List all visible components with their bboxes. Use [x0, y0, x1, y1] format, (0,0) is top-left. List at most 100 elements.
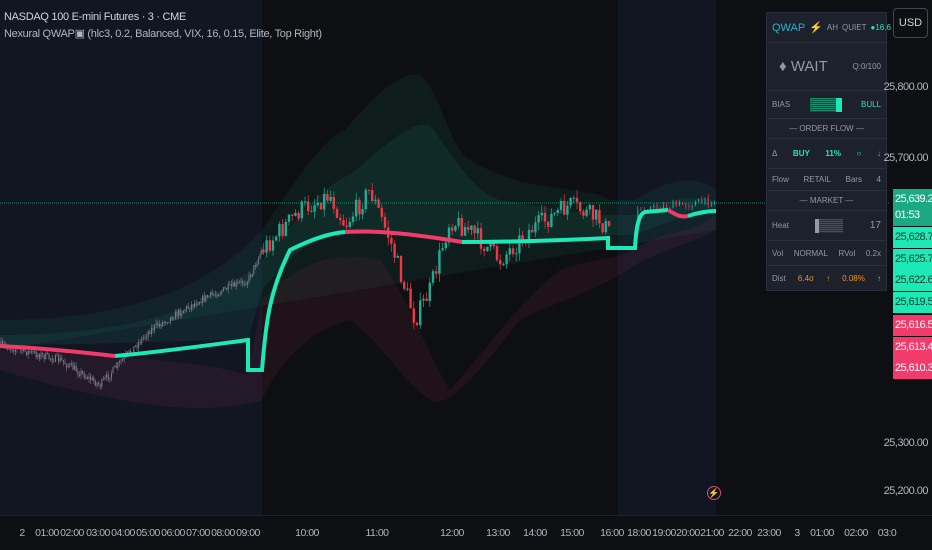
candle-body	[361, 209, 364, 215]
candle-body	[98, 382, 100, 385]
candle-body	[240, 280, 242, 283]
bias-label: BIAS	[772, 100, 791, 109]
candle-body	[348, 221, 351, 227]
candle-body	[50, 358, 52, 360]
candle-body	[390, 237, 393, 244]
candle-body	[96, 382, 98, 386]
candle-body	[406, 288, 409, 290]
candle-body	[235, 282, 237, 287]
candle-body	[640, 209, 642, 211]
candle-body	[704, 197, 706, 203]
candle-body	[374, 199, 377, 202]
signal-label: ♦ WAIT	[779, 58, 828, 75]
price-tick: 25,800.00	[883, 81, 929, 93]
candle-body	[451, 227, 454, 231]
candle-body	[672, 201, 674, 209]
chart-legend: NASDAQ 100 E-mini Futures · 3 · CME Nexu…	[4, 9, 322, 43]
price-chart[interactable]	[0, 0, 890, 515]
candle-body	[332, 196, 335, 209]
candle-body	[653, 205, 655, 208]
candle-body	[115, 365, 117, 369]
candle-body	[112, 366, 114, 374]
candle-body	[8, 348, 10, 350]
lightning-icon[interactable]: ⚡	[707, 486, 721, 500]
currency-button[interactable]: USD	[893, 8, 928, 38]
candle-body	[163, 321, 165, 323]
qwap-line-bear	[0, 344, 116, 358]
candle-body	[150, 327, 152, 335]
candle-body	[431, 271, 435, 283]
time-tick: 2	[19, 527, 25, 539]
candle-body	[303, 201, 307, 203]
candle-body	[197, 304, 199, 306]
candle-body	[181, 313, 183, 316]
candle-body	[275, 236, 278, 241]
candle-body	[511, 248, 515, 255]
bias-value: BULL	[860, 100, 881, 109]
candle-body	[707, 197, 709, 205]
candle-body	[168, 321, 170, 323]
heat-meter	[815, 218, 844, 233]
candle-body	[666, 205, 668, 209]
time-tick: 19:00	[652, 527, 676, 539]
candle-body	[313, 205, 316, 212]
candle-body	[29, 350, 31, 353]
market-header: — MARKET —	[767, 191, 886, 211]
candle-body	[26, 351, 28, 355]
indicator-title[interactable]: Nexural QWAP▣ (hlc3, 0.2, Balanced, VIX,…	[4, 28, 322, 40]
order-flow-title: — ORDER FLOW —	[789, 124, 864, 133]
candle-body	[251, 273, 253, 277]
candle-body	[218, 294, 220, 297]
vol-label: Vol	[772, 248, 784, 258]
candle-body	[93, 377, 95, 382]
candle-body	[160, 323, 162, 327]
symbol-title[interactable]: NASDAQ 100 E-mini Futures · 3 · CME	[4, 11, 187, 23]
score-label: ●16.6	[870, 23, 891, 32]
candle-body	[35, 351, 37, 357]
candle-body	[109, 377, 111, 380]
candle-body	[393, 243, 396, 258]
candle-body	[486, 246, 489, 252]
candle-body	[13, 350, 15, 352]
candle-body	[192, 304, 194, 307]
candle-body	[152, 327, 154, 331]
candle-body	[291, 214, 294, 216]
candle-body	[242, 280, 244, 284]
candle-body	[412, 308, 415, 323]
price-axis[interactable]: 25,800.00 25,700.00 25,300.00 25,200.00	[884, 0, 932, 515]
candle-body	[319, 202, 323, 210]
market-title: — MARKET —	[799, 196, 854, 205]
delta-icon: Δ	[772, 149, 778, 158]
candle-body	[563, 200, 566, 215]
candle-body	[118, 361, 120, 363]
candle-body	[202, 295, 204, 304]
candle-body	[342, 220, 345, 226]
heat-label: Heat	[772, 221, 789, 230]
candle-body	[67, 365, 69, 368]
candle-body	[438, 250, 441, 274]
candle-body	[598, 209, 601, 224]
candle-body	[483, 248, 486, 252]
candle-body	[531, 229, 534, 233]
candle-body	[75, 366, 77, 372]
time-tick: 12:00	[440, 527, 464, 539]
candle-body	[130, 350, 132, 353]
upper-band-inner	[0, 124, 716, 345]
candle-body	[454, 225, 457, 231]
time-tick: 02:00	[60, 527, 84, 539]
candle-body	[138, 342, 140, 348]
candle-body	[479, 228, 483, 249]
time-tick: 15:00	[560, 527, 584, 539]
candle-body	[248, 275, 250, 282]
candle-body	[186, 306, 188, 310]
candle-body	[278, 224, 281, 237]
candle-body	[82, 371, 84, 374]
time-axis[interactable]: 2 01:00 02:00 03:00 04:00 05:00 06:00 07:00 08:0…	[0, 515, 932, 550]
candle-body	[2, 341, 4, 344]
time-tick: 06:00	[161, 527, 185, 539]
candle-body	[56, 354, 58, 356]
candle-body	[224, 287, 226, 289]
candle-body	[53, 361, 55, 363]
time-tick: 04:00	[111, 527, 135, 539]
time-tick: 16:00	[600, 527, 624, 539]
